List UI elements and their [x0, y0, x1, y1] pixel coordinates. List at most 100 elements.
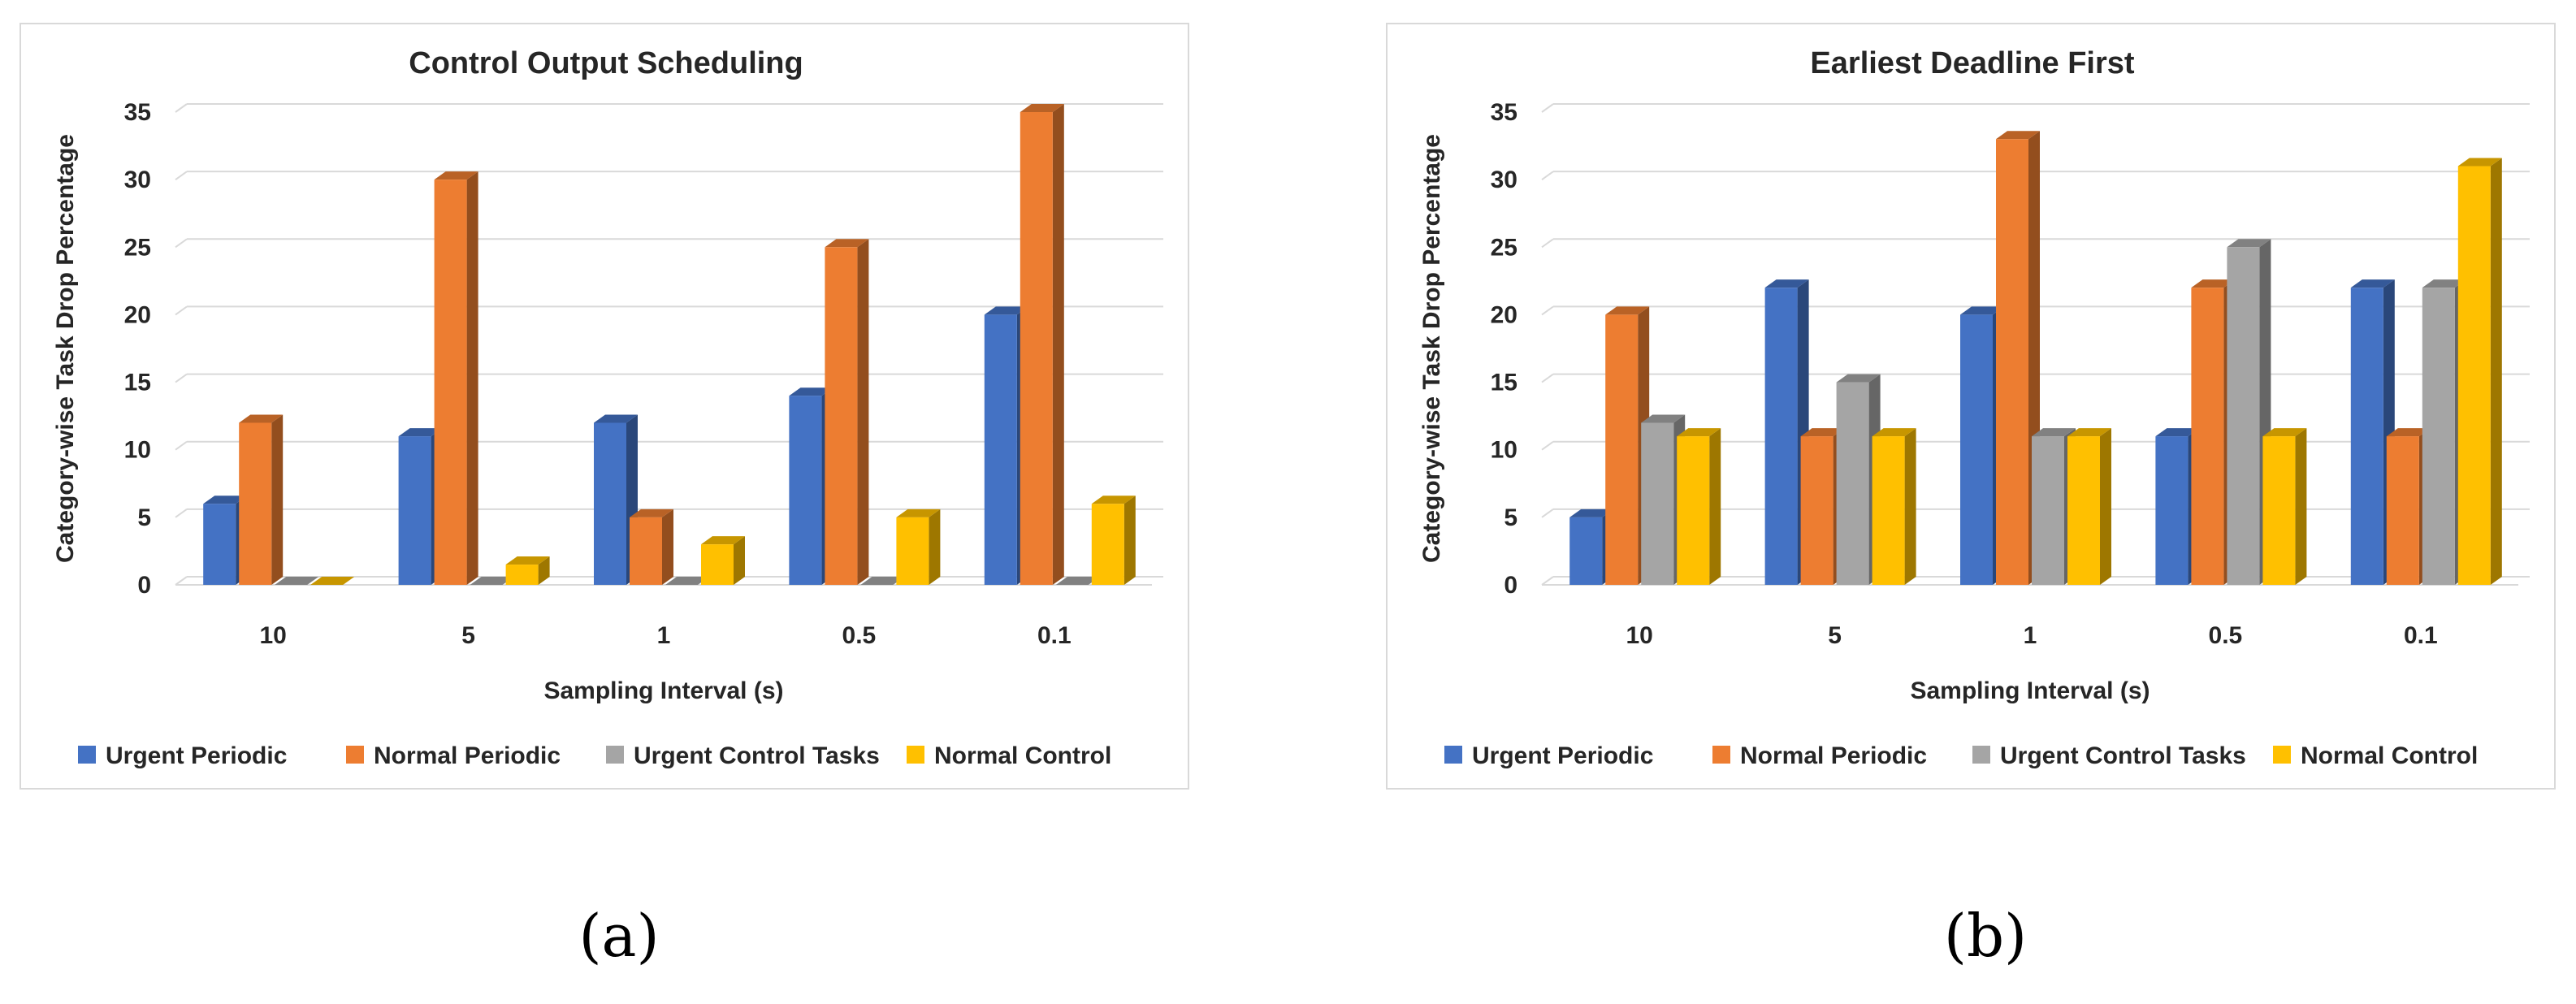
legend-swatch [346, 746, 364, 764]
gridline-side [175, 576, 188, 586]
bar [860, 577, 905, 585]
gridline-side [175, 103, 188, 113]
bar-top [505, 556, 550, 565]
bar-front [203, 504, 236, 585]
gridline-side [175, 305, 188, 316]
y-tick-label: 20 [124, 301, 151, 328]
bar-top [789, 387, 833, 396]
bar-front [825, 247, 858, 585]
y-tick-label: 25 [1491, 234, 1517, 261]
bar-front [1872, 436, 1905, 585]
bar-top [701, 536, 745, 545]
bar-front [2422, 288, 2455, 585]
gridline-side [1541, 576, 1554, 586]
chart-a: Control Output Scheduling05101520253035C… [52, 46, 1163, 769]
chart-title: Earliest Deadline First [1810, 46, 2134, 80]
bar-side [734, 536, 745, 585]
x-tick-label: 10 [1626, 622, 1653, 649]
bar-front [2350, 288, 2383, 585]
bar-top [2457, 158, 2502, 167]
y-tick-label: 5 [137, 504, 151, 531]
bar-top [630, 508, 673, 517]
bar-top [896, 508, 941, 517]
bar-top [1872, 428, 1916, 437]
bar-front [1960, 314, 1993, 585]
bar-front [2155, 436, 2189, 585]
x-tick-label: 10 [260, 622, 287, 649]
panel-caption-a: (a) [578, 902, 660, 970]
bar-front [1641, 422, 1674, 585]
bar-side [857, 239, 869, 585]
bar [701, 536, 745, 585]
bar [505, 556, 550, 585]
bar-front [984, 314, 1017, 585]
bar-front [2067, 436, 2100, 585]
bar-top [1996, 131, 2040, 140]
legend-label: Normal Control [934, 742, 1111, 769]
legend-label: Normal Periodic [1740, 742, 1927, 769]
gridline-side [175, 238, 188, 249]
bar-front [1996, 139, 2028, 585]
bar-top [310, 577, 355, 585]
legend-swatch [1972, 746, 1990, 764]
bar-front [1091, 504, 1124, 585]
bar-side [1123, 496, 1136, 585]
bar-front [1605, 314, 1639, 585]
bar-front [1764, 288, 1798, 585]
gridline-side [1541, 238, 1554, 249]
bar [1996, 131, 2040, 585]
x-tick-label: 5 [1828, 622, 1842, 649]
bar-front [1569, 517, 1603, 585]
bar-front [2032, 436, 2064, 585]
y-tick-label: 10 [1491, 437, 1517, 464]
chart-title: Control Output Scheduling [409, 46, 803, 80]
chart-panel-b: Earliest Deadline First 0 5 10 15 20 25 30 35 Cat… [1386, 23, 2556, 790]
bar-front [239, 422, 272, 585]
x-axis-label: Sampling Interval (s) [1910, 677, 2150, 704]
bar-side [1904, 428, 1916, 585]
bar-front [1800, 436, 1834, 585]
bar-top [665, 577, 709, 585]
legend-item: Normal Periodic [346, 742, 561, 769]
y-tick-label: 0 [1504, 572, 1517, 599]
bar-front [630, 517, 662, 585]
bar-top [2067, 428, 2111, 437]
bar-top [398, 428, 443, 437]
gridline-side [175, 440, 188, 451]
legend-swatch [606, 746, 624, 764]
bar-front [2262, 436, 2296, 585]
legend-swatch [1444, 746, 1462, 764]
bar-front [505, 565, 539, 585]
bar-top [2191, 279, 2236, 288]
bar-side [1052, 104, 1064, 585]
x-tick-label: 0.1 [1037, 622, 1072, 649]
bar-front [2227, 247, 2260, 585]
gridline-side [175, 508, 188, 518]
bar-side [1709, 428, 1721, 585]
y-tick-label: 15 [124, 370, 151, 396]
bar-top [203, 496, 248, 504]
bar-top [2227, 239, 2271, 248]
bar-top [1055, 577, 1100, 585]
y-tick-label: 10 [124, 437, 151, 464]
y-tick-label: 25 [124, 234, 151, 261]
bar-front [1836, 382, 1869, 585]
bar-top [1960, 306, 2004, 315]
bar-front [701, 544, 734, 585]
bar-top [1091, 496, 1136, 504]
bar-top [2032, 428, 2076, 437]
x-axis-label: Sampling Interval (s) [543, 677, 783, 704]
legend-item: Normal Control [2273, 742, 2478, 769]
bar-top [984, 306, 1028, 315]
bar-front [594, 422, 626, 585]
bar-top [1836, 374, 1881, 383]
panel-caption-b: (b) [1943, 902, 2028, 970]
chart-panel-a: Control Output Scheduling 0 5 10 15 20 25 30 35 C… [19, 23, 1189, 790]
legend-label: Urgent Control Tasks [2000, 742, 2246, 769]
legend-label: Normal Periodic [374, 742, 561, 769]
gridline-side [1541, 103, 1554, 113]
y-axis-label: Category-wise Task Drop Percentage [1418, 134, 1445, 563]
bar [275, 577, 319, 585]
bar-front [896, 517, 929, 585]
bar-top [1641, 414, 1686, 423]
